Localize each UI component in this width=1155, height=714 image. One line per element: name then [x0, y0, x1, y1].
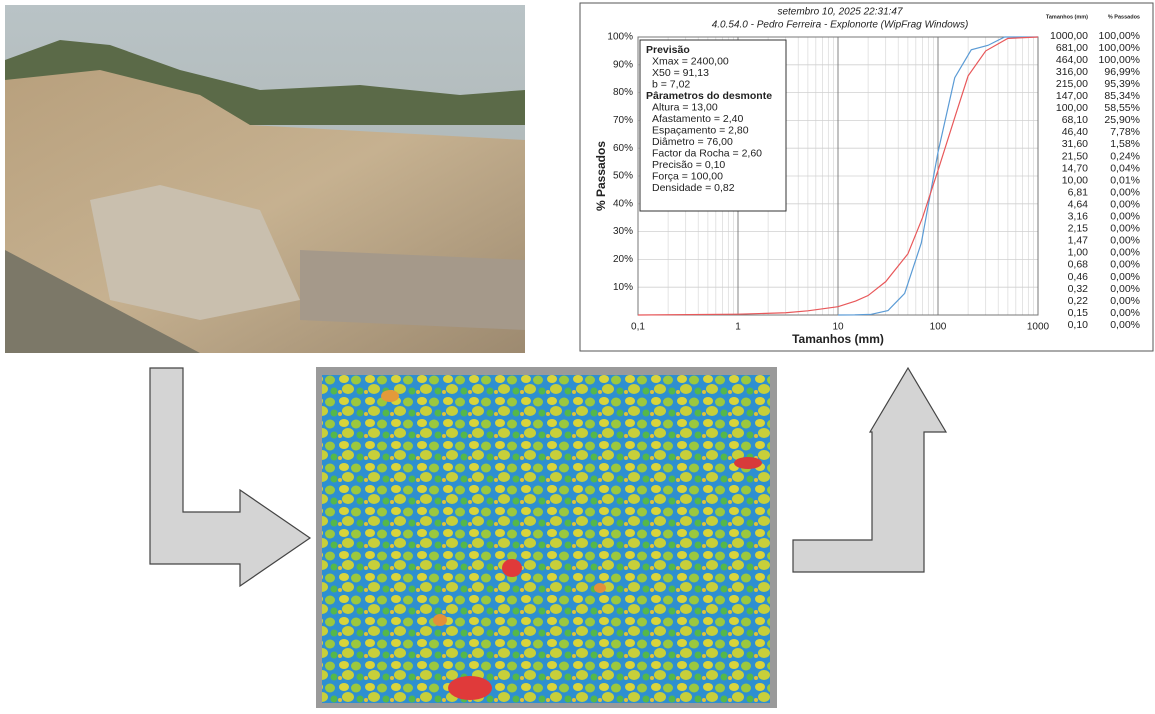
table-cell: 4,64 [1068, 198, 1089, 210]
annotation-heading: Pârametros do desmonte [646, 90, 772, 102]
x-tick-label: 0,1 [631, 322, 645, 333]
table-cell: 95,39% [1104, 78, 1140, 90]
table-cell: 0,00% [1110, 271, 1140, 283]
table-cell: 0,00% [1110, 247, 1140, 259]
x-tick-label: 100 [930, 322, 947, 333]
table-cell: 0,24% [1110, 150, 1140, 162]
table-cell: 1,47 [1068, 235, 1089, 247]
table-cell: 25,90% [1104, 114, 1140, 126]
table-cell: 0,00% [1110, 235, 1140, 247]
figure: 10% 20% 30% 40% 50% 60% 70% 80% 90% 100% 0,1 1 10 100… [0, 0, 1155, 709]
x-tick-label: 1 [735, 322, 741, 333]
annotation-line: Diâmetro = 76,00 [652, 136, 733, 148]
table-cell: 147,00 [1056, 90, 1088, 102]
annotation-line: Força = 100,00 [652, 170, 723, 182]
chart-subtitle: 4.0.54.0 - Pedro Ferreira - Explonorte (… [712, 20, 969, 31]
table-cell: 0,15 [1068, 307, 1089, 319]
x-tick-label: 1000 [1027, 322, 1050, 333]
table-cell: 1000,00 [1050, 30, 1088, 42]
table-cell: 0,22 [1068, 295, 1089, 307]
y-tick-label: 10% [613, 282, 633, 293]
table-cell: 464,00 [1056, 54, 1088, 66]
table-cell: 0,00% [1110, 211, 1140, 223]
y-tick-label: 90% [613, 59, 633, 70]
table-cell: 85,34% [1104, 90, 1140, 102]
table-cell: 6,81 [1068, 186, 1089, 198]
y-tick-label: 80% [613, 87, 633, 98]
table-cell: 0,10 [1068, 319, 1089, 331]
annotation-line: Espaçamento = 2,80 [652, 124, 749, 136]
y-tick-label: 40% [613, 198, 633, 209]
table-cell: 0,00% [1110, 283, 1140, 295]
annotation-line: Densidade = 0,82 [652, 182, 735, 194]
table-cell: 3,16 [1068, 211, 1089, 223]
arrow-up [793, 368, 946, 572]
annotation-heading: Previsão [646, 44, 690, 56]
table-cell: 681,00 [1056, 42, 1088, 54]
table-cell: 100,00% [1099, 30, 1140, 42]
arrow-down-right [150, 368, 310, 586]
table-cell: 1,00 [1068, 247, 1089, 259]
table-cell: 0,68 [1068, 259, 1089, 271]
table-cell: 7,78% [1110, 126, 1140, 138]
table-cell: 0,04% [1110, 162, 1140, 174]
table-cell: 316,00 [1056, 66, 1088, 78]
table-cell: 14,70 [1062, 162, 1088, 174]
table-cell: 31,60 [1062, 138, 1088, 150]
table-cell: 0,00% [1110, 186, 1140, 198]
fragmentation-image [316, 367, 777, 708]
y-tick-label: 30% [613, 226, 633, 237]
page: {"chart_data": { "type": "line", "title"… [0, 0, 1155, 714]
y-axis-label: % Passados [594, 141, 608, 211]
table-cell: 215,00 [1056, 78, 1088, 90]
y-tick-label: 70% [613, 115, 633, 126]
table-cell: 100,00% [1099, 54, 1140, 66]
quarry-photo [5, 5, 525, 353]
table-cell: 46,40 [1062, 126, 1088, 138]
table-cell: 2,15 [1068, 223, 1089, 235]
chart-title: setembro 10, 2025 22:31:47 [777, 7, 903, 18]
y-tick-label: 100% [607, 32, 633, 43]
y-tick-label: 20% [613, 254, 633, 265]
y-tick-label: 60% [613, 143, 633, 154]
table-cell: 0,46 [1068, 271, 1089, 283]
annotation-line: Xmax = 2400,00 [652, 55, 729, 67]
table-header: Tamanhos (mm) [1046, 14, 1088, 20]
table-cell: 0,00% [1110, 259, 1140, 271]
annotation-line: Afastamento = 2,40 [652, 113, 744, 125]
annotation-line: Precisão = 0,10 [652, 159, 725, 171]
table-header: % Passados [1108, 14, 1140, 20]
table-cell: 58,55% [1104, 102, 1140, 114]
annotation-line: Factor da Rocha = 2,60 [652, 147, 762, 159]
table-cell: 0,32 [1068, 283, 1089, 295]
annotation-line: b = 7,02 [652, 78, 690, 90]
table-cell: 0,00% [1110, 223, 1140, 235]
table-cell: 96,99% [1104, 66, 1140, 78]
annotation-line: Altura = 13,00 [652, 101, 718, 113]
x-tick-label: 10 [832, 322, 844, 333]
table-cell: 0,01% [1110, 174, 1140, 186]
table-cell: 0,00% [1110, 307, 1140, 319]
x-axis-label: Tamanhos (mm) [792, 332, 884, 346]
table-cell: 0,00% [1110, 198, 1140, 210]
table-cell: 100,00% [1099, 42, 1140, 54]
y-tick-label: 50% [613, 171, 633, 182]
table-cell: 0,00% [1110, 319, 1140, 331]
annotation-line: X50 = 91,13 [652, 67, 709, 79]
table-cell: 0,00% [1110, 295, 1140, 307]
table-cell: 100,00 [1056, 102, 1088, 114]
table-cell: 68,10 [1062, 114, 1088, 126]
table-cell: 21,50 [1062, 150, 1088, 162]
table-cell: 10,00 [1062, 174, 1088, 186]
table-cell: 1,58% [1110, 138, 1140, 150]
